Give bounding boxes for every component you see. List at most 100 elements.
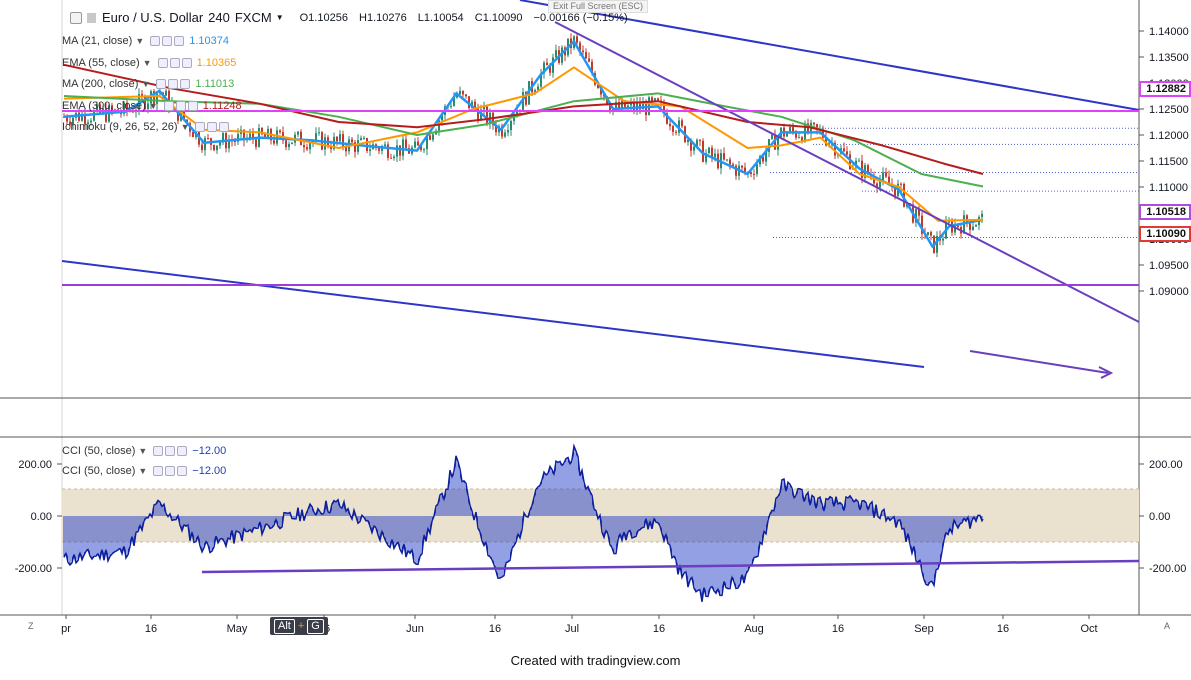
forecast-arrow[interactable] <box>969 350 1109 374</box>
close-icon[interactable] <box>174 36 185 46</box>
indicator-legend-3[interactable]: EMA (300, close) ▼ 1.11248 <box>62 99 242 113</box>
chevron-down-icon[interactable]: ▼ <box>141 79 151 89</box>
indicator-legend-label[interactable]: EMA (55, close) <box>62 56 140 69</box>
settings-icon[interactable] <box>165 466 176 476</box>
g-key: G <box>307 618 324 634</box>
candle-body <box>696 139 698 147</box>
candle-body <box>324 137 326 150</box>
upper-channel-trendline[interactable] <box>519 0 1140 111</box>
candle-body <box>900 183 902 185</box>
cci-legend-value: −12.00 <box>192 465 227 477</box>
candle-body <box>525 92 527 105</box>
settings-icon[interactable] <box>162 36 173 46</box>
cci-legend-label[interactable]: CCI (50, close) <box>62 465 136 477</box>
price-tick-label: 1.12000 <box>1149 130 1189 142</box>
chart-canvas[interactable]: 1.140001.135001.130001.125001.120001.115… <box>0 0 1191 645</box>
cci-legend-label[interactable]: CCI (50, close) <box>62 445 136 457</box>
candle-body <box>504 132 506 137</box>
candle-body <box>936 235 938 253</box>
cci-legend-0[interactable]: CCI (50, close) ▼ −12.00 <box>62 444 226 458</box>
chevron-down-icon[interactable]: ▼ <box>142 57 152 68</box>
candle-body <box>699 139 701 141</box>
time-tick-label: 16 <box>997 623 1009 635</box>
eye-icon[interactable] <box>150 36 161 46</box>
candle-body <box>765 151 767 162</box>
price-pane[interactable] <box>62 0 1139 398</box>
candle-body <box>105 108 107 122</box>
candle-body <box>750 172 752 174</box>
symbol-header: Euro / U.S. Dollar 240 FXCM ▼ O1.10256 H… <box>70 10 636 25</box>
lower-channel-trendline[interactable] <box>61 260 925 368</box>
close-icon[interactable] <box>219 122 230 132</box>
eye-icon[interactable] <box>153 466 164 476</box>
ma-series-1 <box>63 66 984 222</box>
close-icon[interactable] <box>187 100 198 111</box>
corner-a-button[interactable]: A <box>1164 621 1171 631</box>
chevron-down-icon[interactable]: ▼ <box>180 122 190 132</box>
eye-icon[interactable] <box>195 122 206 132</box>
legend-buttons <box>195 122 230 132</box>
indicator-legend-label[interactable]: EMA (300, close) <box>62 99 146 112</box>
eye-icon[interactable] <box>70 11 82 24</box>
settings-icon[interactable] <box>169 57 180 68</box>
exit-fullscreen-button[interactable]: Exit Full Screen (ESC) <box>548 0 649 13</box>
chevron-down-icon[interactable]: ▼ <box>138 446 148 456</box>
settings-icon[interactable] <box>168 79 179 89</box>
descending-resistance-trendline[interactable] <box>554 21 1140 323</box>
candle-body <box>204 137 206 151</box>
chevron-down-icon[interactable]: ▼ <box>148 100 158 111</box>
symbol-title[interactable]: Euro / U.S. Dollar <box>102 10 204 25</box>
cci-legend-1[interactable]: CCI (50, close) ▼ −12.00 <box>62 464 226 478</box>
settings-icon[interactable] <box>175 100 186 111</box>
low-value: L1.10054 <box>417 11 464 24</box>
candle-body <box>681 120 683 127</box>
eye-icon[interactable] <box>156 79 167 89</box>
close-icon[interactable] <box>180 79 191 89</box>
price-tick-label: 1.14000 <box>1149 26 1189 38</box>
indicator-legend-0[interactable]: MA (21, close) ▼ 1.10374 <box>62 34 229 48</box>
candle-body <box>930 232 932 236</box>
lock-icon[interactable] <box>87 12 96 23</box>
chevron-down-icon[interactable]: ▼ <box>138 466 148 476</box>
close-icon[interactable] <box>181 57 192 68</box>
chevron-down-icon[interactable]: ▼ <box>135 36 145 46</box>
candle-body <box>576 36 578 43</box>
candle-body <box>414 141 416 148</box>
candle-body <box>222 133 224 143</box>
settings-icon[interactable] <box>165 446 176 456</box>
indicator-legend-label[interactable]: MA (21, close) <box>62 35 133 47</box>
cci-trendline[interactable] <box>201 559 1140 574</box>
time-tick-label: Sep <box>914 623 934 635</box>
indicator-legend-label[interactable]: Ichimoku (9, 26, 52, 26) <box>62 121 178 133</box>
indicator-legend-2[interactable]: MA (200, close) ▼ 1.11013 <box>62 77 234 91</box>
candle-body <box>384 144 386 146</box>
candle-body <box>879 179 881 188</box>
candle-body <box>666 113 668 124</box>
corner-z-button[interactable]: Z <box>28 621 34 631</box>
eye-icon[interactable] <box>157 57 168 68</box>
indicator-legend-4[interactable]: Ichimoku (9, 26, 52, 26) ▼ <box>62 120 234 134</box>
candle-body <box>417 141 419 146</box>
indicator-legend-1[interactable]: EMA (55, close) ▼ 1.10365 <box>62 56 236 70</box>
indicator-legend-label[interactable]: MA (200, close) <box>62 78 139 90</box>
alt-key: Alt <box>274 618 295 634</box>
eye-icon[interactable] <box>153 446 164 456</box>
candle-body <box>423 149 425 151</box>
candle-body <box>120 113 122 115</box>
time-tick-label: Jul <box>565 623 579 635</box>
price-tick-label: 1.12500 <box>1149 104 1189 116</box>
interval-label[interactable]: 240 <box>208 10 230 25</box>
alt-g-shortcut[interactable]: Alt + G <box>270 617 328 635</box>
candle-body <box>255 139 257 147</box>
time-tick-label: 16 <box>145 623 157 635</box>
candle-body <box>342 134 344 147</box>
chevron-down-icon[interactable]: ▼ <box>275 13 284 22</box>
eye-icon[interactable] <box>163 100 174 111</box>
close-icon[interactable] <box>177 446 188 456</box>
settings-icon[interactable] <box>207 122 218 132</box>
candle-body <box>393 156 395 158</box>
candle-body <box>654 98 656 102</box>
price-badge-0: 1.12882 <box>1139 81 1191 98</box>
close-icon[interactable] <box>177 466 188 476</box>
candle-body <box>921 215 923 234</box>
